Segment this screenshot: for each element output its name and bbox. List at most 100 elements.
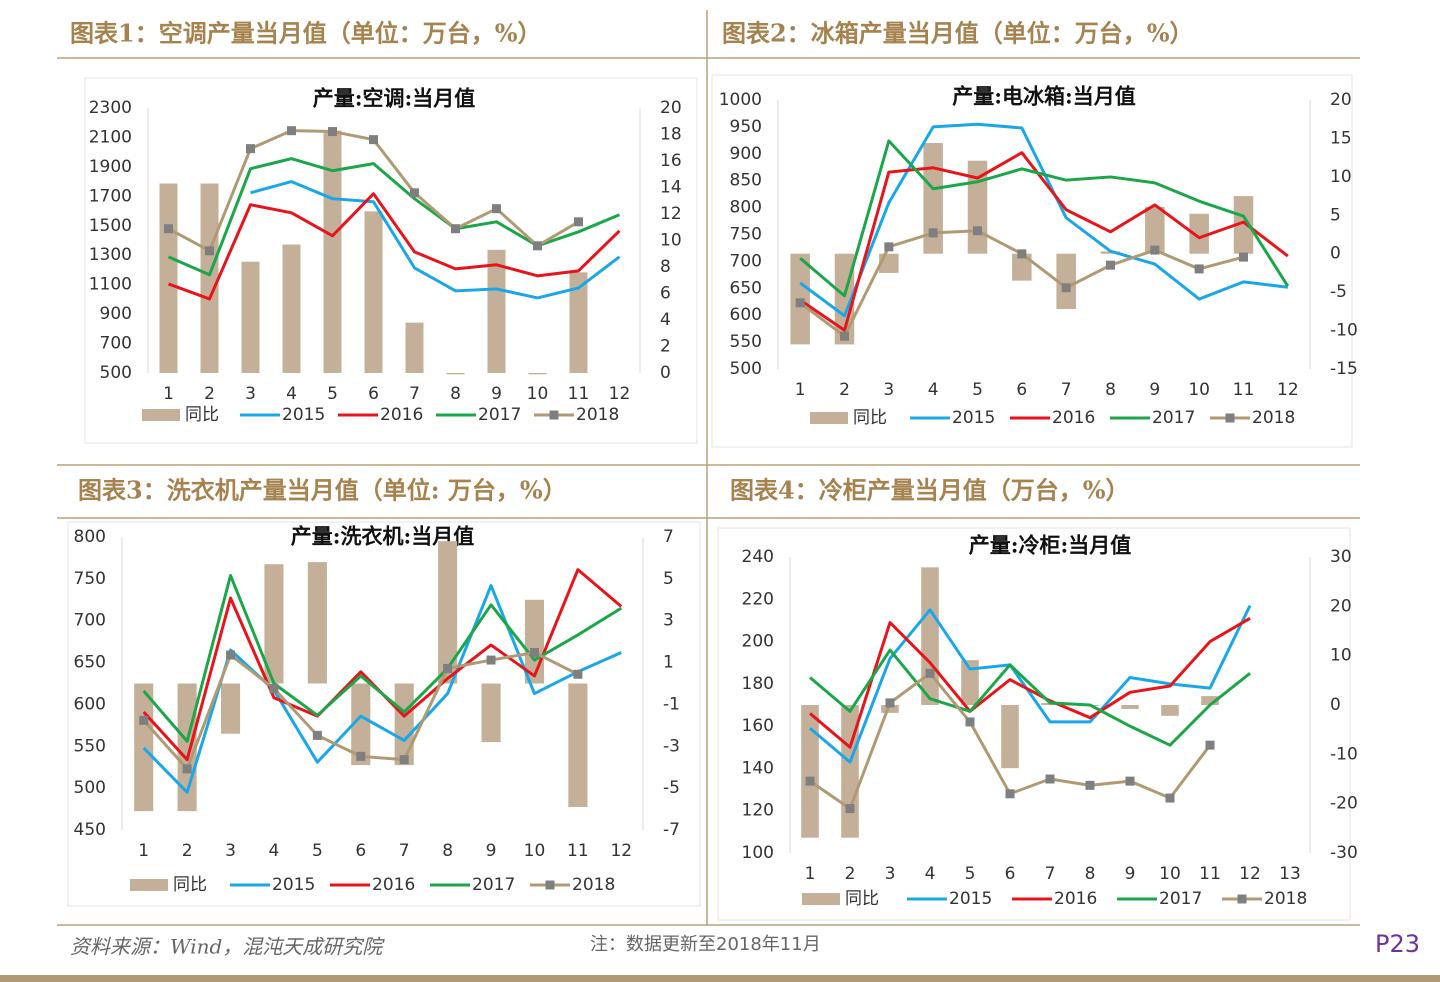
y-tick-label: 220 xyxy=(742,589,774,609)
marker xyxy=(399,755,409,765)
legend-label: 2017 xyxy=(472,875,515,895)
marker xyxy=(928,228,938,238)
x-tick-label: 12 xyxy=(609,384,631,404)
bar xyxy=(394,683,414,766)
y-tick-label: 950 xyxy=(730,117,762,137)
legend-marker xyxy=(549,410,559,420)
legend-label: 2017 xyxy=(478,405,521,425)
x-tick-label: 7 xyxy=(409,384,420,404)
y-tick-label: 750 xyxy=(74,569,106,589)
y2-tick-label: 5 xyxy=(663,569,674,589)
legend-marker xyxy=(545,880,555,890)
x-tick-label: 2 xyxy=(839,380,850,400)
legend-label: 2018 xyxy=(576,405,619,425)
y2-tick-label: -15 xyxy=(1330,359,1358,379)
y-tick-label: 700 xyxy=(74,611,106,631)
marker xyxy=(139,715,149,725)
x-tick-label: 7 xyxy=(399,841,410,861)
y-tick-label: 600 xyxy=(730,305,762,325)
x-tick-label: 7 xyxy=(1061,380,1072,400)
x-tick-label: 3 xyxy=(885,864,896,884)
y2-tick-label: 10 xyxy=(1330,646,1352,666)
y2-tick-label: -30 xyxy=(1330,843,1358,863)
y-tick-label: 850 xyxy=(730,171,762,191)
y2-tick-label: 14 xyxy=(660,178,682,198)
legend-label: 2018 xyxy=(572,875,615,895)
x-tick-label: 3 xyxy=(245,384,256,404)
y2-tick-label: 15 xyxy=(1330,128,1352,148)
y-tick-label: 450 xyxy=(74,820,106,840)
bar xyxy=(1189,213,1209,254)
marker xyxy=(965,717,975,727)
panel-title: 图表1：空调产量当月值（单位：万台，%） xyxy=(70,19,542,48)
x-tick-label: 9 xyxy=(1149,380,1160,400)
legend-label: 2016 xyxy=(372,875,415,895)
x-tick-label: 11 xyxy=(1199,864,1221,884)
x-tick-label: 5 xyxy=(972,380,983,400)
y2-tick-label: 4 xyxy=(660,310,671,330)
bar xyxy=(1233,196,1254,254)
x-tick-label: 4 xyxy=(286,384,297,404)
marker xyxy=(1061,283,1071,293)
legend-label: 同比 xyxy=(185,405,219,425)
legend-label: 同比 xyxy=(845,889,879,909)
legend-marker xyxy=(1225,413,1235,423)
y2-tick-label: 3 xyxy=(663,611,674,631)
bar xyxy=(364,211,383,373)
line xyxy=(142,584,622,794)
y2-tick-label: 0 xyxy=(1330,695,1341,715)
y2-tick-label: -5 xyxy=(1330,282,1347,302)
y2-tick-label: 16 xyxy=(660,151,682,171)
legend-label: 2016 xyxy=(380,405,423,425)
line xyxy=(809,617,1251,749)
y2-tick-label: 1 xyxy=(663,653,674,673)
line xyxy=(250,180,621,300)
marker xyxy=(226,650,236,660)
bar xyxy=(921,567,939,705)
line xyxy=(167,192,621,301)
x-tick-label: 1 xyxy=(163,384,174,404)
bar xyxy=(1201,696,1219,705)
marker xyxy=(884,242,894,252)
bar xyxy=(200,183,219,373)
y2-tick-label: 20 xyxy=(1330,90,1352,110)
bar xyxy=(159,183,178,373)
x-tick-label: 4 xyxy=(928,380,939,400)
y-tick-label: 1900 xyxy=(89,157,132,177)
bar xyxy=(438,541,458,684)
bar xyxy=(1121,705,1139,709)
y-tick-label: 1000 xyxy=(719,90,762,110)
y2-tick-label: 20 xyxy=(660,98,682,118)
legend-label: 2016 xyxy=(1054,889,1097,909)
y2-tick-label: 0 xyxy=(1330,244,1341,264)
marker xyxy=(1239,252,1248,262)
legend-marker xyxy=(1237,894,1247,904)
x-tick-label: 1 xyxy=(805,864,816,884)
x-tick-label: 7 xyxy=(1045,864,1056,884)
y-tick-label: 2300 xyxy=(89,98,132,118)
line xyxy=(167,157,621,277)
bar xyxy=(487,249,506,373)
y-tick-label: 240 xyxy=(742,547,774,567)
marker xyxy=(1085,780,1095,790)
y2-tick-label: -20 xyxy=(1330,794,1358,814)
legend-label: 同比 xyxy=(173,875,207,895)
y-tick-label: 160 xyxy=(742,716,774,736)
legend-label: 2015 xyxy=(272,875,315,895)
marker xyxy=(1150,245,1160,255)
x-tick-label: 12 xyxy=(610,841,632,861)
note: 注：数据更新至2018年11月 xyxy=(590,934,821,955)
y2-tick-label: 8 xyxy=(660,257,671,277)
x-tick-label: 4 xyxy=(269,841,280,861)
marker xyxy=(1106,260,1115,270)
legend-label: 2016 xyxy=(1052,408,1095,428)
chart-title: 产量:冷柜:当月值 xyxy=(969,533,1132,558)
y-tick-label: 900 xyxy=(730,144,762,164)
source: 资料来源：Wind，混沌天成研究院 xyxy=(70,935,385,959)
marker xyxy=(269,684,279,694)
y-tick-label: 700 xyxy=(100,334,132,354)
y-tick-label: 700 xyxy=(730,251,762,271)
x-tick-label: 1 xyxy=(138,841,149,861)
x-tick-label: 2 xyxy=(182,841,193,861)
y-tick-label: 550 xyxy=(730,332,762,352)
